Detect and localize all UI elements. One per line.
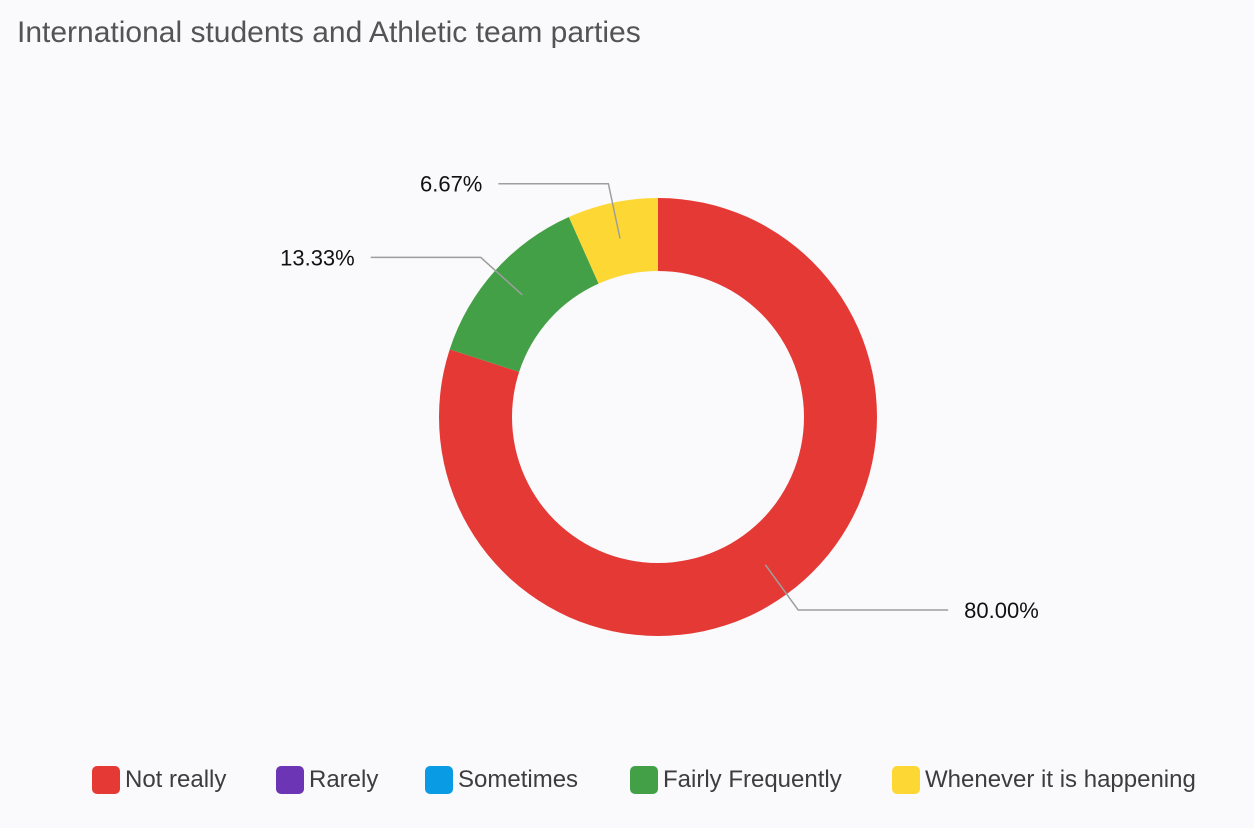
chart-legend: Not really Rarely Sometimes Fairly Frequ… xyxy=(0,762,1254,798)
legend-item-rarely[interactable]: Rarely xyxy=(276,762,378,798)
donut-chart: 80.00% 13.33% 6.67% xyxy=(280,172,1039,636)
leader-line-whenever-it-is-happening xyxy=(498,182,621,239)
legend-item-fairly-frequently[interactable]: Fairly Frequently xyxy=(630,762,842,798)
legend-label-fairly-frequently: Fairly Frequently xyxy=(663,766,842,793)
leader-line-fairly-frequently xyxy=(370,256,523,296)
legend-swatch-rarely xyxy=(276,766,304,794)
legend-label-sometimes: Sometimes xyxy=(458,766,579,793)
data-label-not-really: 80.00% xyxy=(964,598,1039,623)
legend-item-sometimes[interactable]: Sometimes xyxy=(425,762,578,798)
legend-swatch-whenever-it-is-happening xyxy=(892,766,920,794)
legend-label-whenever-it-is-happening: Whenever it is happening xyxy=(925,766,1196,793)
donut-slice-fairly-frequently[interactable] xyxy=(449,216,599,372)
legend-swatch-not-really xyxy=(92,766,120,794)
legend-label-rarely: Rarely xyxy=(309,766,379,793)
data-label-whenever-it-is-happening: 6.67% xyxy=(420,172,482,197)
legend-item-not-really[interactable]: Not really xyxy=(92,762,226,798)
chart-title: International students and Athletic team… xyxy=(17,16,641,49)
legend-swatch-fairly-frequently xyxy=(630,766,658,794)
legend-label-not-really: Not really xyxy=(125,766,227,793)
donut-slice-not-really[interactable] xyxy=(439,198,877,636)
leader-line-not-really xyxy=(764,564,949,611)
legend-swatch-sometimes xyxy=(425,766,453,794)
donut-slice-whenever-it-is-happening[interactable] xyxy=(568,198,658,284)
legend-item-whenever-it-is-happening[interactable]: Whenever it is happening xyxy=(892,762,1196,798)
data-label-fairly-frequently: 13.33% xyxy=(280,245,355,270)
